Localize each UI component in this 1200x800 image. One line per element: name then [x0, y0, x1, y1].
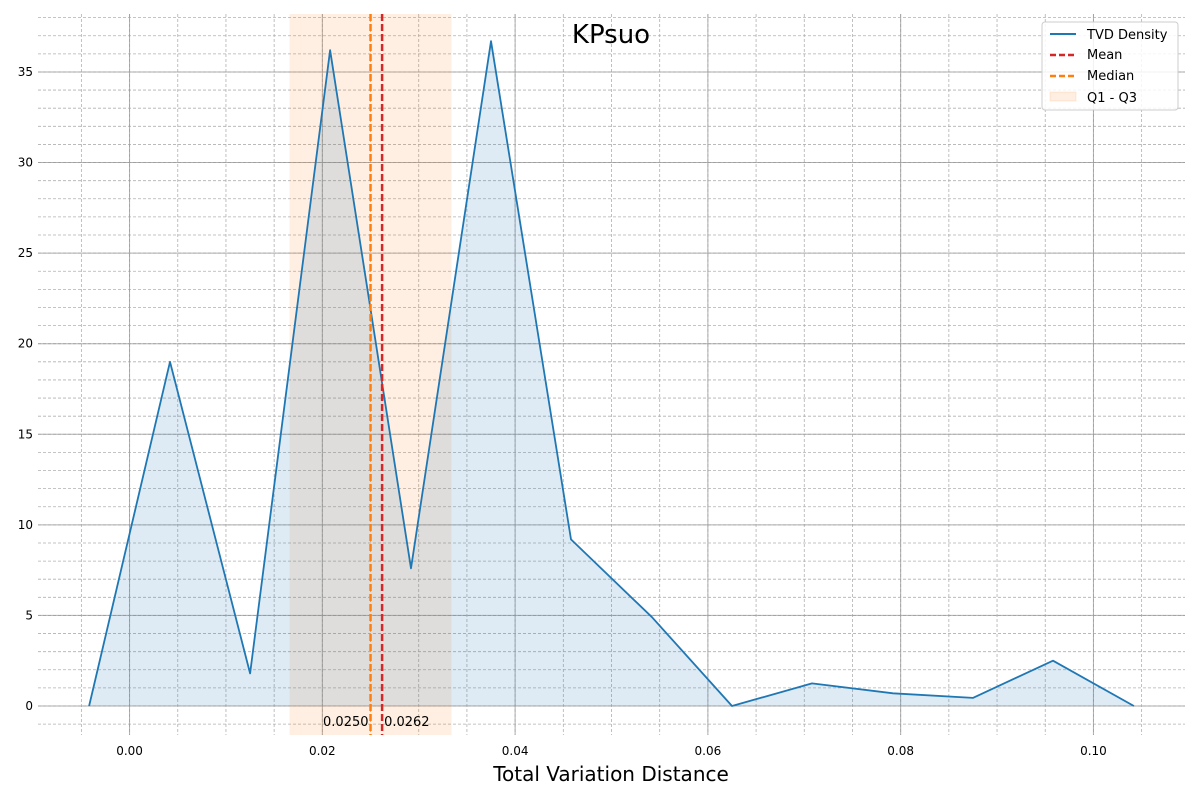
x-tick-label: 0.00 — [116, 744, 143, 758]
y-tick-label: 5 — [25, 608, 33, 622]
y-tick-label: 15 — [18, 427, 33, 441]
x-axis-title: Total Variation Distance — [492, 762, 729, 786]
density-area-layer — [88, 40, 1135, 707]
x-axis-ticks: 0.00 0.02 0.04 0.06 0.08 0.10 — [116, 744, 1107, 758]
x-tick-label: 0.10 — [1080, 744, 1107, 758]
legend: TVD Density Mean Median Q1 - Q3 — [1041, 21, 1179, 111]
density-area — [89, 41, 1134, 706]
x-tick-label: 0.06 — [695, 744, 722, 758]
median-value-label: 0.0250 — [323, 715, 369, 730]
legend-label-density: TVD Density — [1086, 28, 1168, 43]
x-tick-label: 0.02 — [309, 744, 336, 758]
x-tick-label: 0.04 — [502, 744, 529, 758]
y-axis-ticks: 0 5 10 15 20 25 30 35 — [18, 65, 33, 713]
mean-value-label: 0.0262 — [384, 715, 430, 730]
stat-lines-layer — [369, 14, 384, 735]
legend-swatch-iqr — [1049, 91, 1077, 102]
legend-frame — [1041, 21, 1179, 111]
legend-label-mean: Mean — [1087, 48, 1122, 63]
major-grid — [38, 14, 1185, 735]
y-tick-label: 0 — [25, 699, 33, 713]
y-tick-label: 25 — [18, 246, 33, 260]
density-line — [88, 40, 1135, 707]
y-tick-label: 10 — [18, 518, 33, 532]
chart-title: KPsuo — [572, 20, 650, 50]
y-tick-label: 20 — [18, 337, 33, 351]
legend-label-median: Median — [1087, 69, 1134, 84]
y-tick-label: 35 — [18, 65, 33, 79]
x-tick-label: 0.08 — [887, 744, 914, 758]
stat-labels-layer: 0.0250 0.0262 — [323, 715, 430, 730]
legend-label-iqr: Q1 - Q3 — [1087, 91, 1137, 106]
y-tick-label: 30 — [18, 156, 33, 170]
